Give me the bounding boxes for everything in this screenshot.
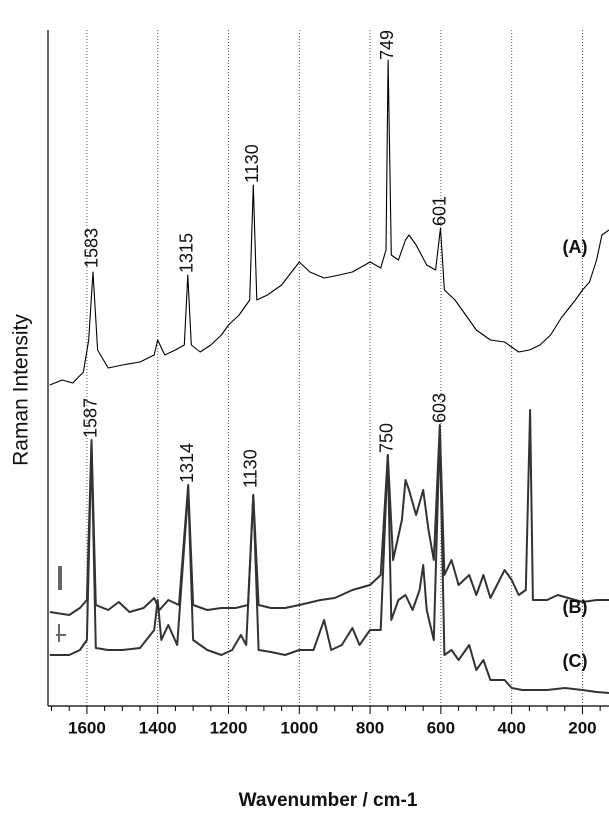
- series-label: (A): [563, 237, 588, 257]
- scale-bar: [58, 624, 60, 642]
- peak-label: 1130: [242, 144, 262, 183]
- x-tick-label: 600: [427, 718, 455, 737]
- spectrum-line: [49, 59, 609, 386]
- scale-bar: [58, 566, 62, 590]
- peak-label: 1314: [177, 443, 197, 483]
- spectrum-line: [49, 409, 609, 616]
- x-tick-label: 1600: [68, 718, 106, 737]
- peak-label: 750: [377, 423, 397, 453]
- x-tick-label: 1400: [139, 718, 177, 737]
- peak-label: 749: [377, 30, 397, 60]
- x-tick-label: 1000: [280, 718, 318, 737]
- x-tick-label: 200: [568, 718, 596, 737]
- spectrum-line: [49, 429, 609, 694]
- x-axis-label: Wavenumber / cm-1: [239, 790, 418, 811]
- x-tick-label: 1200: [210, 718, 248, 737]
- series-label: (B): [563, 597, 588, 617]
- x-tick-label: 400: [497, 718, 525, 737]
- peak-label: 603: [430, 393, 450, 423]
- peak-label: 601: [429, 196, 449, 226]
- scale-bar: [56, 634, 66, 636]
- peak-label: 1583: [82, 228, 102, 268]
- peak-label: 1130: [241, 449, 261, 488]
- series-label: (C): [563, 651, 588, 671]
- peak-label: 1315: [177, 233, 197, 273]
- x-tick-label: 800: [356, 718, 384, 737]
- y-axis-label: Raman Intensity: [10, 314, 33, 466]
- peak-label: 1587: [80, 398, 100, 438]
